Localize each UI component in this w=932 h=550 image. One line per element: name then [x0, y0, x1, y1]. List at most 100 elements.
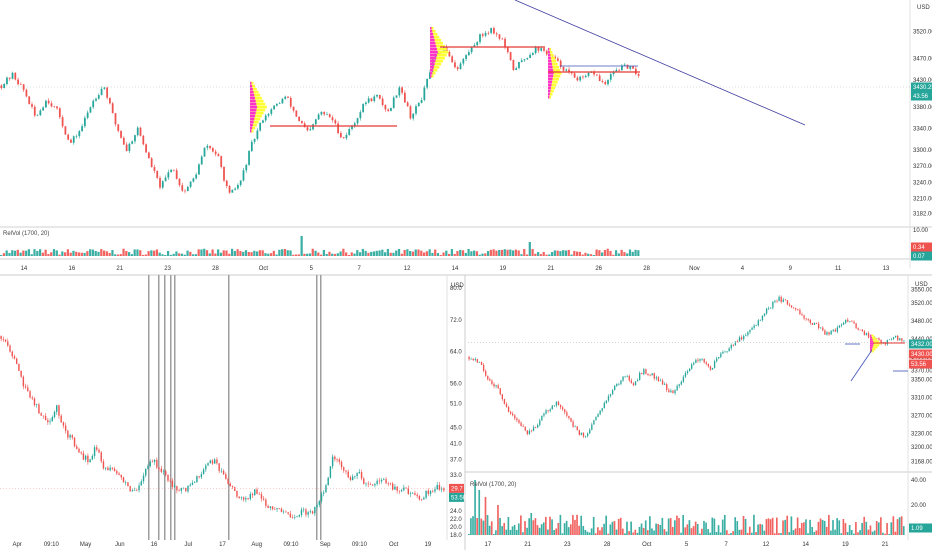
br-volume-y-tick: 20.00	[911, 503, 927, 509]
volume-bar	[89, 249, 92, 256]
volume-bar	[522, 532, 524, 535]
candle-body	[318, 501, 320, 505]
volume-bar	[657, 524, 660, 535]
candle-body	[69, 435, 71, 438]
candle-body	[666, 384, 668, 390]
volume-bar	[342, 248, 345, 256]
candle-body	[406, 102, 409, 107]
volume-bar	[470, 251, 473, 256]
candle-body	[27, 387, 29, 392]
candle-body	[91, 455, 94, 460]
candle-body	[305, 509, 307, 515]
candle-body	[718, 357, 720, 359]
volume-bar	[532, 520, 535, 535]
br-price-badge-bg	[909, 359, 932, 369]
volume-bar	[584, 252, 587, 256]
candle-body	[579, 76, 582, 81]
candle-body	[832, 329, 834, 331]
volume-profile-value-area	[250, 123, 257, 127]
candle-body	[86, 112, 89, 118]
candle-body	[58, 405, 60, 416]
candle-body	[526, 430, 528, 434]
candle-body	[426, 78, 429, 88]
candle-body	[378, 94, 381, 99]
candle-body	[618, 69, 621, 71]
volume-bar	[796, 517, 799, 535]
volume-bar	[534, 253, 537, 256]
candle-body	[200, 474, 203, 478]
candle-body	[861, 329, 864, 332]
volume-bar	[782, 520, 784, 535]
volume-bar	[711, 517, 714, 535]
candle-body	[394, 486, 396, 490]
volume-profile-bar	[250, 126, 253, 130]
candle-body	[755, 325, 757, 326]
volume-bar	[539, 254, 543, 256]
shaded-column	[164, 275, 166, 540]
candle-body	[405, 487, 407, 489]
volume-bar	[775, 517, 778, 535]
candle-body	[485, 370, 487, 376]
candle-body	[4, 339, 7, 342]
candle-body	[479, 34, 481, 43]
candle-body	[468, 357, 470, 360]
volume-bar	[620, 249, 623, 256]
candle-body	[149, 461, 151, 467]
volume-bar	[548, 254, 551, 256]
candle-body	[139, 127, 142, 136]
volume-bar	[580, 515, 583, 535]
candle-body	[38, 404, 40, 414]
volume-bar	[763, 530, 766, 535]
bl-x-tick: Sep	[320, 542, 331, 548]
candle-body	[7, 341, 9, 346]
candle-body	[380, 479, 383, 482]
candle-body	[890, 338, 893, 340]
bl-y-tick: 22.0	[450, 517, 462, 523]
volume-bar	[520, 515, 522, 535]
candle-body	[615, 69, 618, 72]
candle-body	[171, 480, 174, 488]
top-volume-y-tick: 10.00	[913, 228, 929, 234]
volume-bar	[186, 250, 189, 256]
candle-body	[238, 496, 240, 498]
volume-bar	[386, 248, 390, 256]
candle-body	[566, 412, 568, 416]
candle-body	[456, 67, 459, 70]
candle-body	[47, 420, 49, 423]
volume-profile-value-area	[430, 71, 436, 75]
volume-bar	[838, 520, 841, 535]
candle-body	[420, 100, 423, 103]
candle-body	[573, 73, 576, 78]
candle-body	[768, 308, 770, 310]
bl-last-price-badge-bg	[449, 483, 464, 493]
volume-bar	[94, 251, 97, 256]
volume-bar	[420, 250, 423, 256]
candle-body	[370, 98, 373, 102]
candle-body	[728, 348, 730, 352]
candle-body	[400, 490, 403, 492]
candle-body	[429, 491, 432, 494]
volume-bar	[308, 253, 312, 256]
candle-body	[348, 129, 351, 135]
candle-body	[156, 170, 159, 178]
volume-bar	[111, 249, 114, 256]
volume-bar	[497, 505, 499, 535]
volume-bar	[694, 521, 697, 535]
candle-body	[539, 420, 541, 425]
volume-bar	[395, 250, 398, 256]
candle-body	[493, 383, 495, 387]
volume-bar	[222, 250, 225, 256]
candle-body	[345, 470, 347, 472]
volume-bar	[517, 250, 520, 256]
top-currency-label: USD	[917, 5, 930, 11]
volume-bar	[567, 527, 570, 535]
candle-body	[620, 380, 622, 384]
candle-body	[56, 106, 58, 109]
candle-body	[206, 145, 209, 148]
volume-bar	[64, 252, 67, 256]
volume-bar	[626, 521, 628, 535]
candle-body	[298, 515, 300, 517]
candle-body	[855, 323, 857, 329]
candle-body	[378, 480, 381, 482]
candle-body	[162, 471, 165, 472]
